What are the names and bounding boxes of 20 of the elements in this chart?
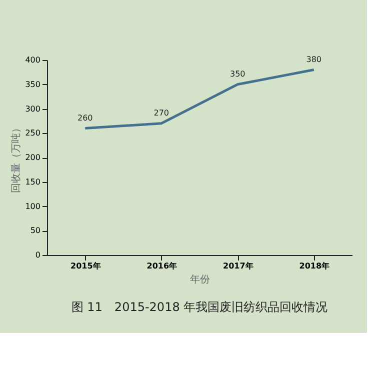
x-tick-label: 2017年 <box>222 262 254 270</box>
data-label: 350 <box>230 69 246 78</box>
y-tick-label: 400 <box>25 56 40 64</box>
x-tick-label: 2016年 <box>146 262 178 270</box>
data-label: 270 <box>154 108 170 118</box>
y-tick-label: 200 <box>25 153 40 162</box>
y-tick-label: 250 <box>25 128 40 138</box>
data-label: 380 <box>306 54 322 64</box>
y-axis-title: 回收量（万吨） <box>10 123 22 193</box>
data-label: 260 <box>77 113 93 122</box>
x-axis-title: 年份 <box>190 274 210 286</box>
y-tick-label: 100 <box>25 202 40 211</box>
x-tick-label: 2018年 <box>299 262 330 270</box>
y-tick-label: 150 <box>25 177 40 186</box>
x-tick-label: 2015年 <box>70 262 101 270</box>
y-tick-label: 0 <box>35 250 40 260</box>
y-tick-label: 50 <box>30 226 40 236</box>
text: 图 11 2015-2018 年我国废旧纺织品回收情况 <box>71 300 328 314</box>
y-tick-label: 300 <box>25 104 40 114</box>
y-tick-label: 350 <box>25 80 40 89</box>
